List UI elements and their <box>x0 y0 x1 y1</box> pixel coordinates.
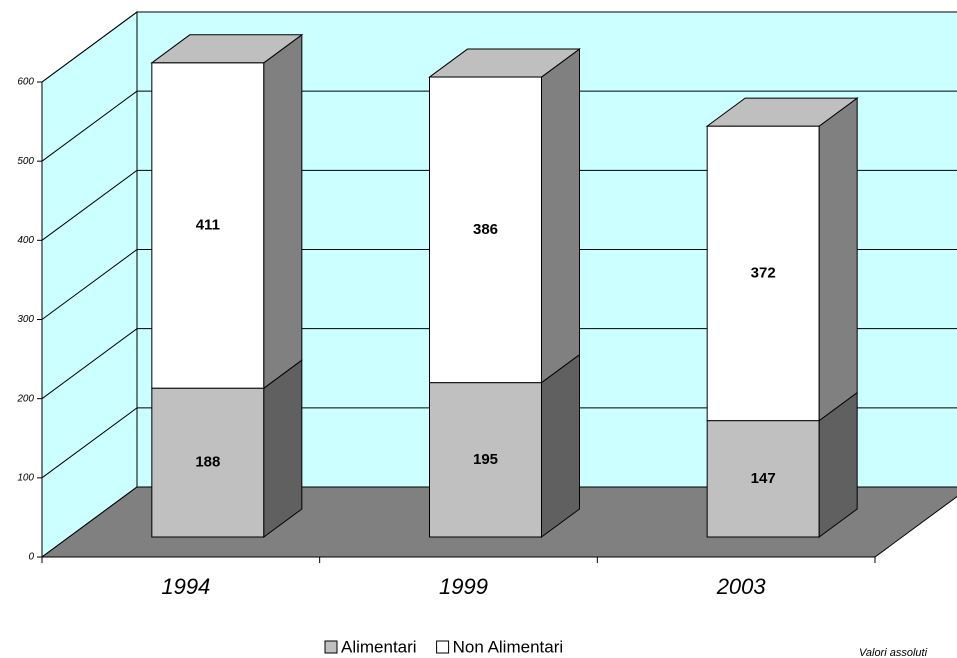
legend-swatch <box>324 640 338 654</box>
bar-top <box>705 97 859 127</box>
grid-line <box>41 328 957 400</box>
value-label: 372 <box>751 264 776 281</box>
x-tick-label: 1999 <box>439 574 488 599</box>
bar-top <box>150 34 304 64</box>
grid-line <box>41 407 957 479</box>
bar-top <box>427 48 582 78</box>
grid-line <box>41 11 957 83</box>
value-label: 188 <box>195 454 220 471</box>
legend-swatch <box>436 640 450 654</box>
x-tick-label: 2003 <box>716 574 767 599</box>
y-tick-label: 0 <box>28 552 34 563</box>
value-label: 386 <box>473 221 498 238</box>
grid-line <box>41 90 957 162</box>
bar <box>151 387 265 538</box>
legend-label: Alimentari <box>341 637 417 656</box>
y-tick-label: 600 <box>17 77 34 88</box>
grid-line <box>41 249 957 320</box>
bar <box>151 62 265 389</box>
bar <box>429 382 542 538</box>
bar-side <box>263 33 303 390</box>
bar-side <box>541 48 580 384</box>
bar-side <box>818 97 858 422</box>
bar-side <box>263 359 303 538</box>
value-label: 147 <box>751 470 776 487</box>
bar <box>706 420 820 538</box>
footnote: Valori assoluti <box>859 647 928 658</box>
value-label: 411 <box>196 216 220 233</box>
y-tick-label: 100 <box>17 472 34 483</box>
value-label: 195 <box>473 451 498 468</box>
grid-line <box>41 169 957 241</box>
y-tick-label: 500 <box>17 156 34 167</box>
y-tick-label: 200 <box>16 393 34 404</box>
bar <box>706 125 820 422</box>
bar-side <box>541 353 580 538</box>
x-tick-label: 1994 <box>161 574 210 599</box>
y-tick-label: 300 <box>17 314 34 325</box>
y-tick-label: 400 <box>17 235 34 246</box>
legend-label: Non Alimentari <box>453 637 564 656</box>
